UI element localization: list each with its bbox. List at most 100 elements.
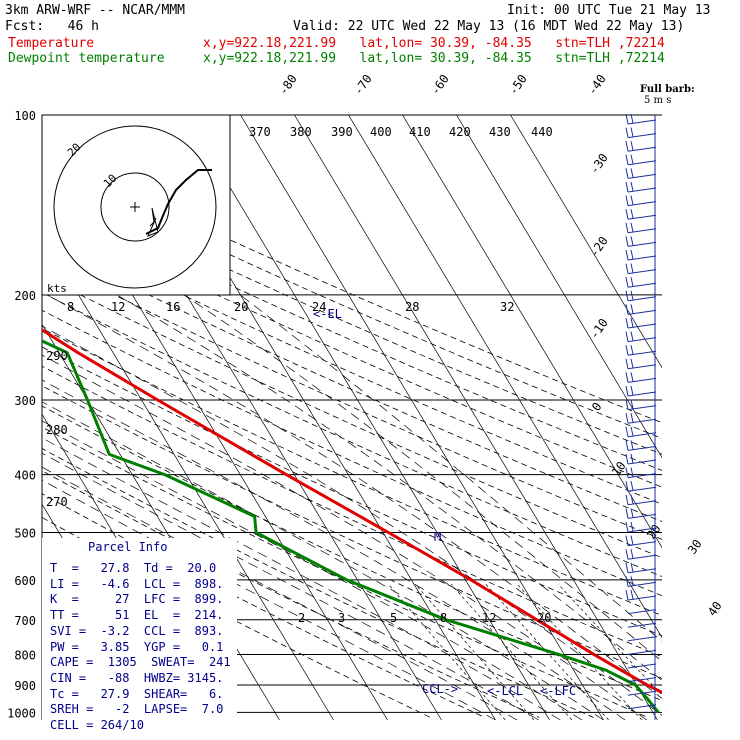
wind-barb <box>627 445 657 451</box>
wind-barb <box>627 214 657 220</box>
wind-barb-flag <box>630 236 634 246</box>
isotherm-line <box>294 115 658 720</box>
isotherm-line <box>456 115 662 459</box>
wind-barb-flag <box>625 127 629 138</box>
temperature-curve <box>42 328 662 695</box>
dewpoint-curve <box>42 339 660 714</box>
mixing-ratio-line <box>388 583 506 720</box>
hodograph-ring-20 <box>53 125 217 289</box>
pressure-tick-label: 300 <box>14 394 36 408</box>
parcel-info-row: CELL = 264/10 <box>50 718 144 732</box>
wind-barb <box>627 119 657 125</box>
wind-barb-flag <box>625 113 629 125</box>
axis-labels: 100 200 300 400 500 600 700 800 900 1000 -80 -70 -60… <box>7 72 725 720</box>
wind-barb <box>627 704 657 710</box>
moist-adiabat <box>183 294 662 662</box>
pressure-tick-label: 900 <box>14 679 36 693</box>
wind-barb-flag <box>630 426 634 436</box>
wind-barb-flag <box>630 345 634 355</box>
wind-barb-flag <box>625 304 629 315</box>
wind-barb-flag <box>630 535 634 545</box>
parcel-info-box <box>42 538 237 720</box>
wind-barb <box>627 228 657 234</box>
wind-barb-flag <box>630 277 634 287</box>
isotherm-label: -40 <box>585 72 609 98</box>
theta-label: 400 <box>370 125 392 139</box>
dry-adiabat <box>42 365 662 658</box>
isotherm-label: 30 <box>685 537 705 557</box>
dry-adiabat <box>42 426 649 718</box>
hodograph-inset: 10 20 kts <box>41 114 231 296</box>
wind-barb <box>627 636 657 642</box>
wind-barb <box>627 568 657 574</box>
pressure-tick-label: 800 <box>14 648 36 662</box>
hodograph-frame <box>41 114 231 296</box>
theta-label: 380 <box>290 125 312 139</box>
wind-barb-flag <box>625 168 629 179</box>
parcel-info-row: K = 27 LFC = 899. <box>50 592 224 607</box>
wind-barb-flag <box>630 413 634 423</box>
isotherm-label: -80 <box>276 72 300 98</box>
ccl-marker: CCL-> <box>422 682 458 696</box>
wind-barb <box>627 609 657 615</box>
pressure-tick-label: 600 <box>14 574 36 588</box>
mixing-ratio-line <box>485 583 609 720</box>
moist-adiabat <box>42 466 518 720</box>
parcel-info-row: PW = 3.85 YGP = 0.1 <box>50 639 224 654</box>
wind-barb <box>627 364 657 370</box>
wind-barb-flag <box>625 249 629 261</box>
wind-barb-flag <box>625 453 629 465</box>
wind-barb <box>627 690 657 696</box>
wind-barb-flag <box>625 535 629 546</box>
theta-label: 410 <box>409 125 431 139</box>
wind-barb <box>627 187 657 193</box>
isotherm-label: -70 <box>351 72 375 98</box>
mixing-ratio-label: 3 <box>338 611 345 625</box>
pressure-tick-label: 100 <box>14 109 36 123</box>
hodograph-origin-icon <box>130 202 140 212</box>
wind-barb-flag <box>625 413 629 424</box>
wind-barb-flag <box>625 549 629 560</box>
wind-barb <box>627 649 657 655</box>
hodograph-trace <box>145 169 212 235</box>
wind-barb-flag <box>625 426 629 437</box>
init-time: Init: 00 UTC Tue 21 May 13 <box>507 3 711 18</box>
wind-barb <box>627 391 657 397</box>
mixing-ratio-label: 8 <box>440 611 447 625</box>
wind-barb-flag <box>625 154 629 165</box>
wind-barb-flag <box>630 399 634 409</box>
wind-barb-flag <box>625 372 629 383</box>
wind-barb-flag <box>625 222 629 233</box>
hodograph-trace-low <box>147 207 159 237</box>
wind-barb-flag <box>630 181 634 192</box>
wind-barb-flag <box>625 290 629 301</box>
wind-barb-flag <box>625 277 629 288</box>
wind-barb-flag <box>625 141 629 152</box>
parcel-info-row: Tc = 27.9 SHEAR= 6. <box>50 686 224 701</box>
wind-barb-flag <box>630 562 634 572</box>
temperature-legend: Temperature <box>8 36 95 51</box>
wind-barb <box>627 486 657 492</box>
wind-barb <box>627 581 657 587</box>
wind-barb-flag <box>625 236 629 247</box>
wind-barb-flag <box>625 345 629 356</box>
dry-adiabat-label: 270 <box>46 495 68 509</box>
mixing-ratio-line <box>516 583 643 720</box>
wind-barb <box>627 133 657 139</box>
thetae-label: 8 <box>67 300 74 314</box>
dry-adiabat <box>42 448 594 718</box>
thetae-label: 20 <box>234 300 248 314</box>
dry-adiabat <box>42 346 662 637</box>
moist-adiabat <box>46 294 662 699</box>
wind-barb-flag <box>630 467 634 477</box>
wind-barb-flag <box>625 467 629 478</box>
wind-barb-flag <box>630 358 634 368</box>
wind-barb-flag <box>625 358 629 369</box>
wind-barb <box>627 337 657 343</box>
dewpoint-location: x,y=922.18,221.99 lat,lon= 30.39, -84.35… <box>203 51 665 66</box>
wind-barb-flag <box>630 127 634 137</box>
wind-barb <box>627 255 657 261</box>
barb-key-line2: 5 m s <box>644 95 671 106</box>
pressure-tick-label: 200 <box>14 289 36 303</box>
